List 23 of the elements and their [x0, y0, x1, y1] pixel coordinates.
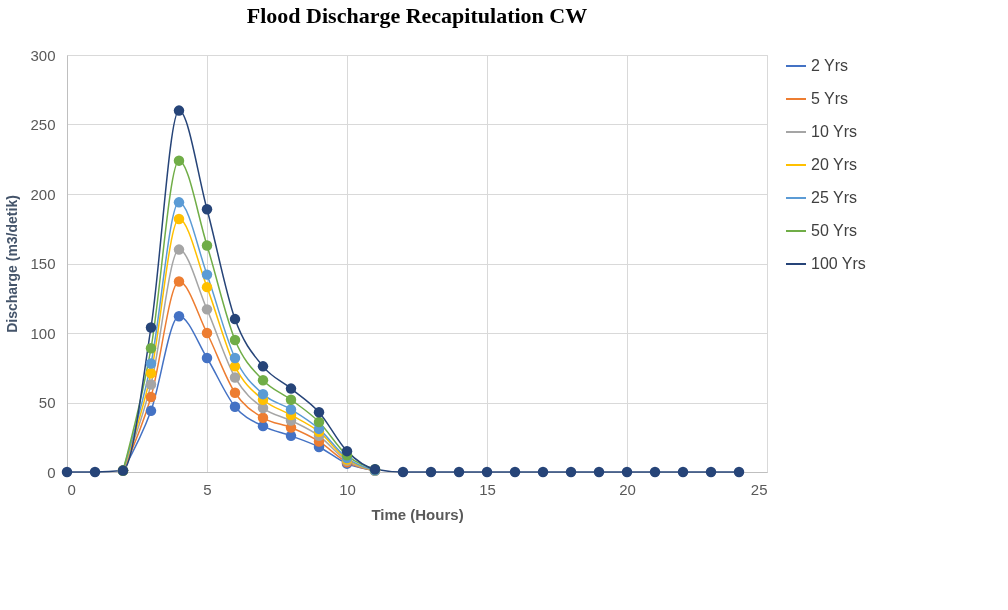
- legend-label: 10 Yrs: [811, 123, 857, 140]
- y-tick-label: 300: [30, 46, 56, 64]
- legend-label: 20 Yrs: [811, 156, 857, 173]
- y-tick-label: 0: [47, 463, 56, 481]
- legend-label: 100 Yrs: [811, 255, 866, 272]
- legend-label: 50 Yrs: [811, 222, 857, 239]
- x-tick-label: 25: [750, 480, 768, 498]
- x-tick-label: 20: [619, 480, 636, 498]
- y-tick-label: 50: [38, 394, 56, 411]
- y-tick-label: 100: [30, 324, 56, 342]
- x-tick-label: 0: [67, 480, 76, 498]
- y-tick-label: 150: [30, 255, 56, 272]
- y-tick-label: 250: [30, 116, 56, 133]
- x-axis-title: Time (Hours): [371, 505, 464, 523]
- chart-title: Flood Discharge Recapitulation CW: [246, 3, 588, 28]
- y-axis-title: Discharge (m3/detik): [4, 195, 21, 333]
- legend-label: 25 Yrs: [811, 189, 857, 206]
- x-tick-label: 10: [339, 480, 356, 498]
- x-tick-label: 5: [203, 480, 212, 498]
- legend-label: 5 Yrs: [811, 90, 849, 107]
- legend-label: 2 Yrs: [811, 57, 849, 74]
- x-tick-label: 15: [479, 480, 496, 498]
- y-tick-label: 200: [30, 185, 56, 203]
